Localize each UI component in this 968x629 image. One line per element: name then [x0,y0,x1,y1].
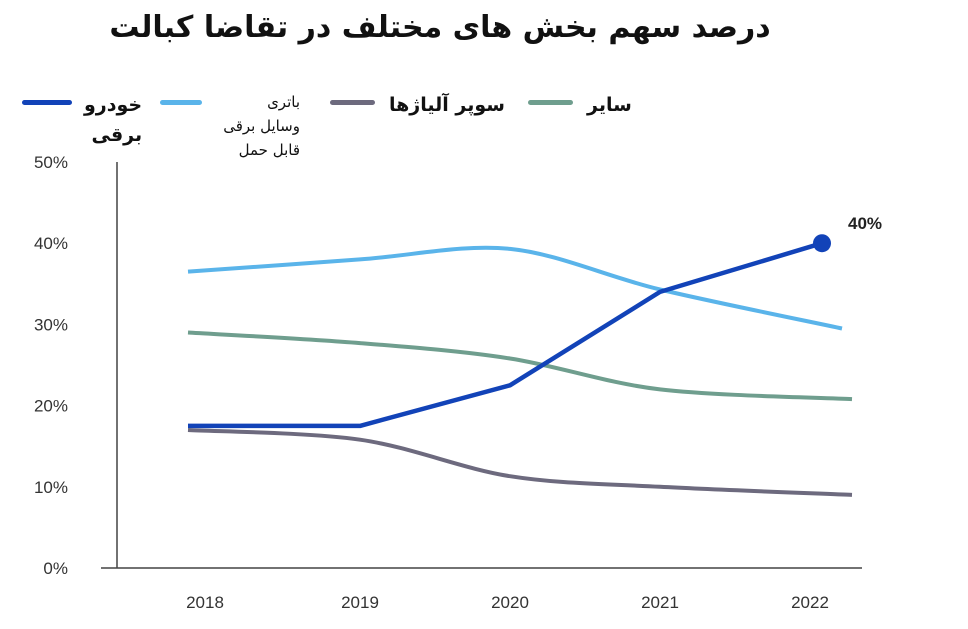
x-tick-label: 2019 [341,593,379,612]
x-tick-label: 2018 [186,593,224,612]
legend-label-battery-line3: قابل حمل [238,141,300,159]
y-tick-label: 0% [43,559,68,578]
x-tick-label: 2022 [791,593,829,612]
legend-swatch-ev [22,100,72,105]
x-axis-ticks: 2018 2019 2020 2021 2022 [186,593,829,612]
legend-item-other: سایر [528,90,632,120]
x-tick-label: 2021 [641,593,679,612]
legend-label-ev-line1: خودرو [84,94,143,116]
end-point-label: 40% [848,214,882,233]
y-tick-label: 20% [34,397,68,416]
series-line-other [187,330,853,402]
end-point-marker [813,234,831,253]
series-lines [187,241,853,497]
y-tick-label: 40% [34,234,68,253]
legend-swatch-other [528,100,573,105]
legend-item-battery: باتری وسایل برقی قابل حمل [160,90,300,162]
y-tick-label: 50% [34,153,68,172]
x-tick-label: 2020 [491,593,529,612]
series-line-ev [188,241,823,429]
legend-label-battery-line2: وسایل برقی [223,117,300,135]
legend-label-other: سایر [587,94,632,116]
legend-swatch-superalloys [330,100,375,105]
legend-label-superalloys: سوپر آلیاژها [389,94,505,116]
legend-label-battery-line1: باتری [267,93,300,111]
y-tick-label: 30% [34,315,68,334]
chart-title: درصد سهم بخش های مختلف در تقاضا کبالت [109,10,771,45]
legend-item-ev: خودرو برقی [22,90,142,150]
legend-item-superalloys: سوپر آلیاژها [330,90,505,120]
legend-label-ev-line2: برقی [91,124,143,146]
series-line-battery [187,245,843,331]
series-markers: 40% [813,214,882,253]
y-tick-label: 10% [34,478,68,497]
series-line-superalloys [187,427,853,497]
legend-swatch-battery [160,100,202,105]
y-axis-ticks: 0% 10% 20% 30% 40% 50% [34,153,68,578]
